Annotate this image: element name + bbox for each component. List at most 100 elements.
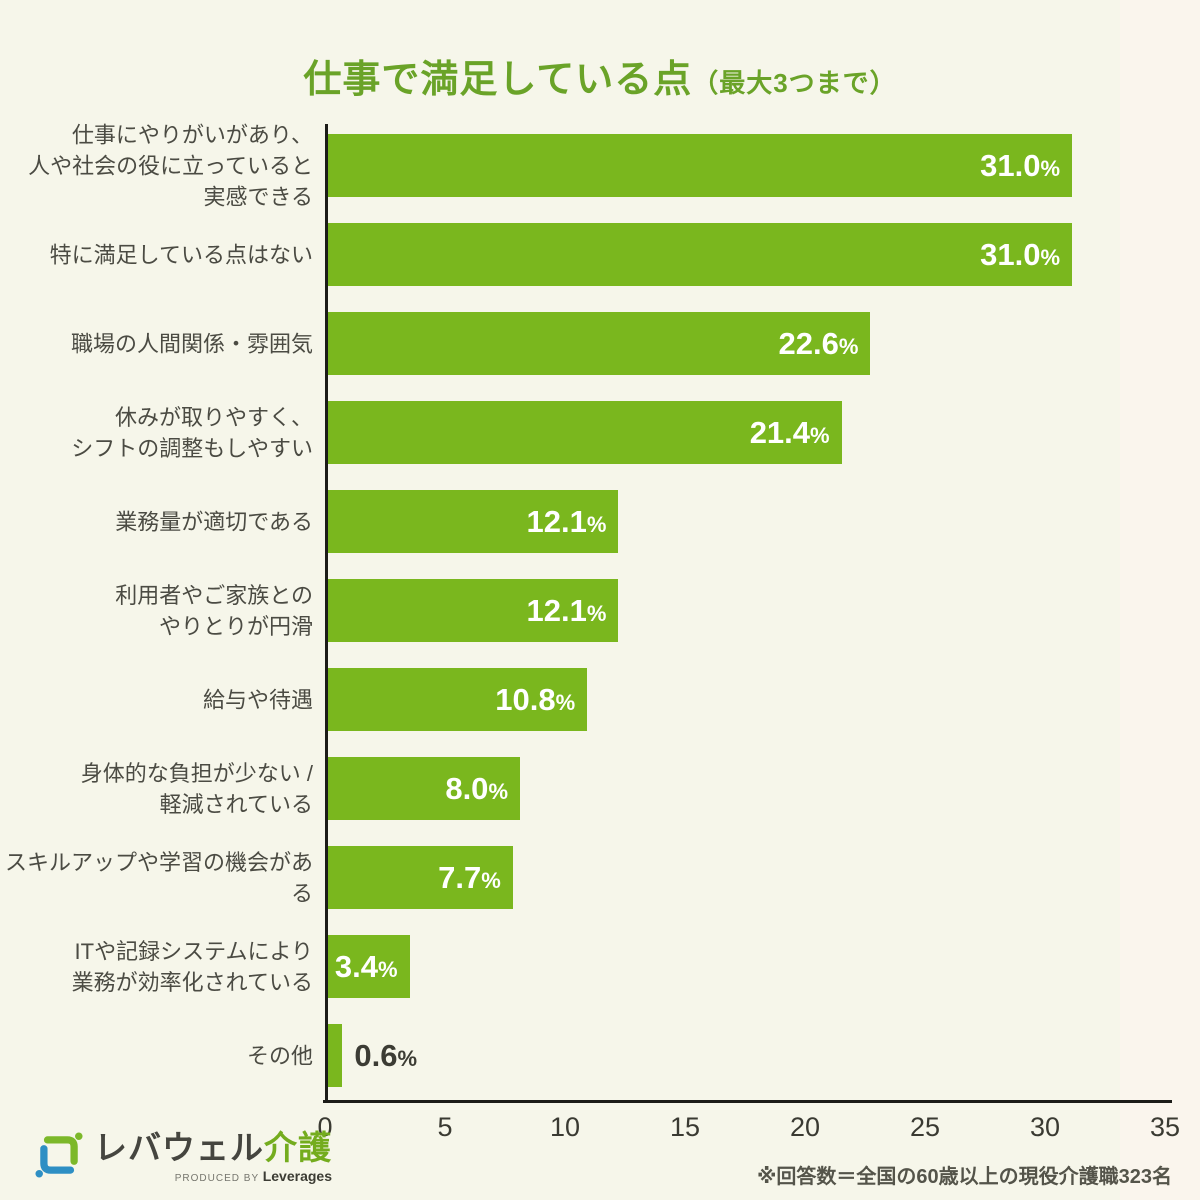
bar [328,223,1072,286]
chart-title: 仕事で満足している点（最大3つまで） [0,48,1200,103]
bar [328,401,842,464]
value-unit: % [586,600,607,626]
value-label: 8.0% [445,771,508,807]
bar-area: 31.0% [328,134,1180,197]
background-strip [1120,0,1200,1200]
category-label: 利用者やご家族との やりとりが円滑 [115,582,313,639]
value-label: 3.4% [335,949,398,985]
value-label: 22.6% [778,326,858,362]
value-unit: % [1040,244,1060,270]
bar-area: 21.4% [328,401,1180,464]
chart-title-main: 仕事で満足している点 [303,59,693,101]
bar [328,134,1072,197]
value-label: 31.0% [980,237,1060,273]
value-number: 3.4 [334,948,379,984]
value-label: 12.1% [526,504,606,540]
bar-row: 仕事にやりがいがあり、 人や社会の役に立っていると 実感できる 31.0% [0,121,1200,210]
x-axis-tick-label: 15 [669,1112,701,1142]
value-unit: % [555,689,576,715]
bar [328,757,520,820]
value-label: 10.8% [495,682,575,718]
value-label: 12.1% [526,593,606,629]
brand-name: レバウェル介護 [94,1130,332,1166]
value-number: 0.6 [354,1037,398,1073]
bar-row: 休みが取りやすく、 シフトの調整もしやすい 21.4% [0,388,1200,477]
value-unit: % [1040,155,1060,181]
category-label: 休みが取りやすく、 シフトの調整もしやすい [71,404,313,461]
bar-row: ITや記録システムにより 業務が効率化されている 3.4% [0,922,1200,1011]
bar-row: 特に満足している点はない 31.0% [0,210,1200,299]
bar-row: 業務量が適切である 12.1% [0,477,1200,566]
value-number: 21.4 [749,414,811,450]
bar-row: 利用者やご家族との やりとりが円滑 12.1% [0,566,1200,655]
bar-row: 職場の人間関係・雰囲気 22.6% [0,299,1200,388]
category-label: その他 [246,1043,313,1068]
brand-logo-icon [35,1132,83,1178]
bar-area: 10.8% [328,668,1180,731]
value-number: 22.6 [778,325,839,361]
bar-area: 3.4% [328,935,1180,998]
category-label: 特に満足している点はない [49,242,313,267]
produced-by-label: PRODUCED BY [174,1173,263,1184]
bar-row: 給与や待遇 10.8% [0,655,1200,744]
bar-area: 12.1% [328,490,1180,553]
chart-title-suffix: （最大3つまで） [692,68,897,98]
value-unit: % [397,1045,418,1071]
bar-area: 8.0% [328,757,1180,820]
value-unit: % [586,511,607,537]
value-label: 7.7% [438,860,501,896]
value-unit: % [481,867,501,893]
value-unit: % [378,956,398,982]
x-axis-tick-label: 30 [1029,1112,1061,1142]
brand-name-main: レバウェル [94,1129,264,1166]
bar [328,935,410,998]
value-number: 7.7 [438,859,482,895]
category-label: ITや記録システムにより 業務が効率化されている [71,938,313,995]
brand-logo: レバウェル介護 PRODUCED BY Leverages [34,1130,332,1184]
category-label: 業務量が適切である [115,509,313,534]
x-axis-line [323,1100,1172,1103]
company-name: Leverages [262,1168,332,1184]
category-label: 仕事にやりがいがあり、 人や社会の役に立っていると 実感できる [28,122,313,209]
x-axis-tick-label: 25 [909,1112,941,1142]
x-axis-tick-label: 5 [437,1112,453,1142]
x-axis-tick-label: 35 [1149,1112,1181,1142]
value-number: 10.8 [495,681,556,717]
brand-produced-by: PRODUCED BY Leverages [175,1168,332,1184]
value-number: 31.0 [980,236,1041,272]
bar-area: 0.6% [328,1024,1180,1087]
value-label: 0.6% [354,1038,417,1074]
bar [328,490,619,553]
bar [328,312,871,375]
category-label: 職場の人間関係・雰囲気 [70,331,313,356]
value-unit: % [810,422,830,448]
bar-row: スキルアップや学習の機会がある 7.7% [0,833,1200,922]
x-axis-ticks: 0 5 10 15 20 25 30 35 [0,1112,1200,1146]
value-unit: % [488,778,508,804]
bar [328,668,588,731]
value-number: 12.1 [526,592,587,628]
bar-chart: 仕事にやりがいがあり、 人や社会の役に立っていると 実感できる 31.0% 特に満足… [0,121,1200,1100]
bar-area: 31.0% [328,223,1180,286]
value-number: 31.0 [980,147,1041,183]
bar [328,846,513,909]
category-label: スキルアップや学習の機会がある [4,849,313,906]
value-label: 31.0% [980,148,1060,184]
footnote: ※回答数＝全国の60歳以上の現役介護職323名 [756,1166,1172,1188]
bar-area: 12.1% [328,579,1180,642]
bar [328,579,619,642]
category-label: 給与や待遇 [202,687,313,712]
bar-area: 22.6% [328,312,1180,375]
bar-row: 身体的な負担が少ない / 軽減されている 8.0% [0,744,1200,833]
bar [328,1024,343,1087]
value-unit: % [838,333,859,359]
category-label: 身体的な負担が少ない / 軽減されている [80,760,313,817]
value-number: 12.1 [526,503,587,539]
value-number: 8.0 [445,770,489,806]
y-axis-line [325,124,328,1103]
value-label: 21.4% [750,415,830,451]
bar-row: その他 0.6% [0,1011,1200,1100]
x-axis-tick-label: 0 [317,1112,333,1142]
brand-logo-text: レバウェル介護 PRODUCED BY Leverages [94,1130,332,1185]
